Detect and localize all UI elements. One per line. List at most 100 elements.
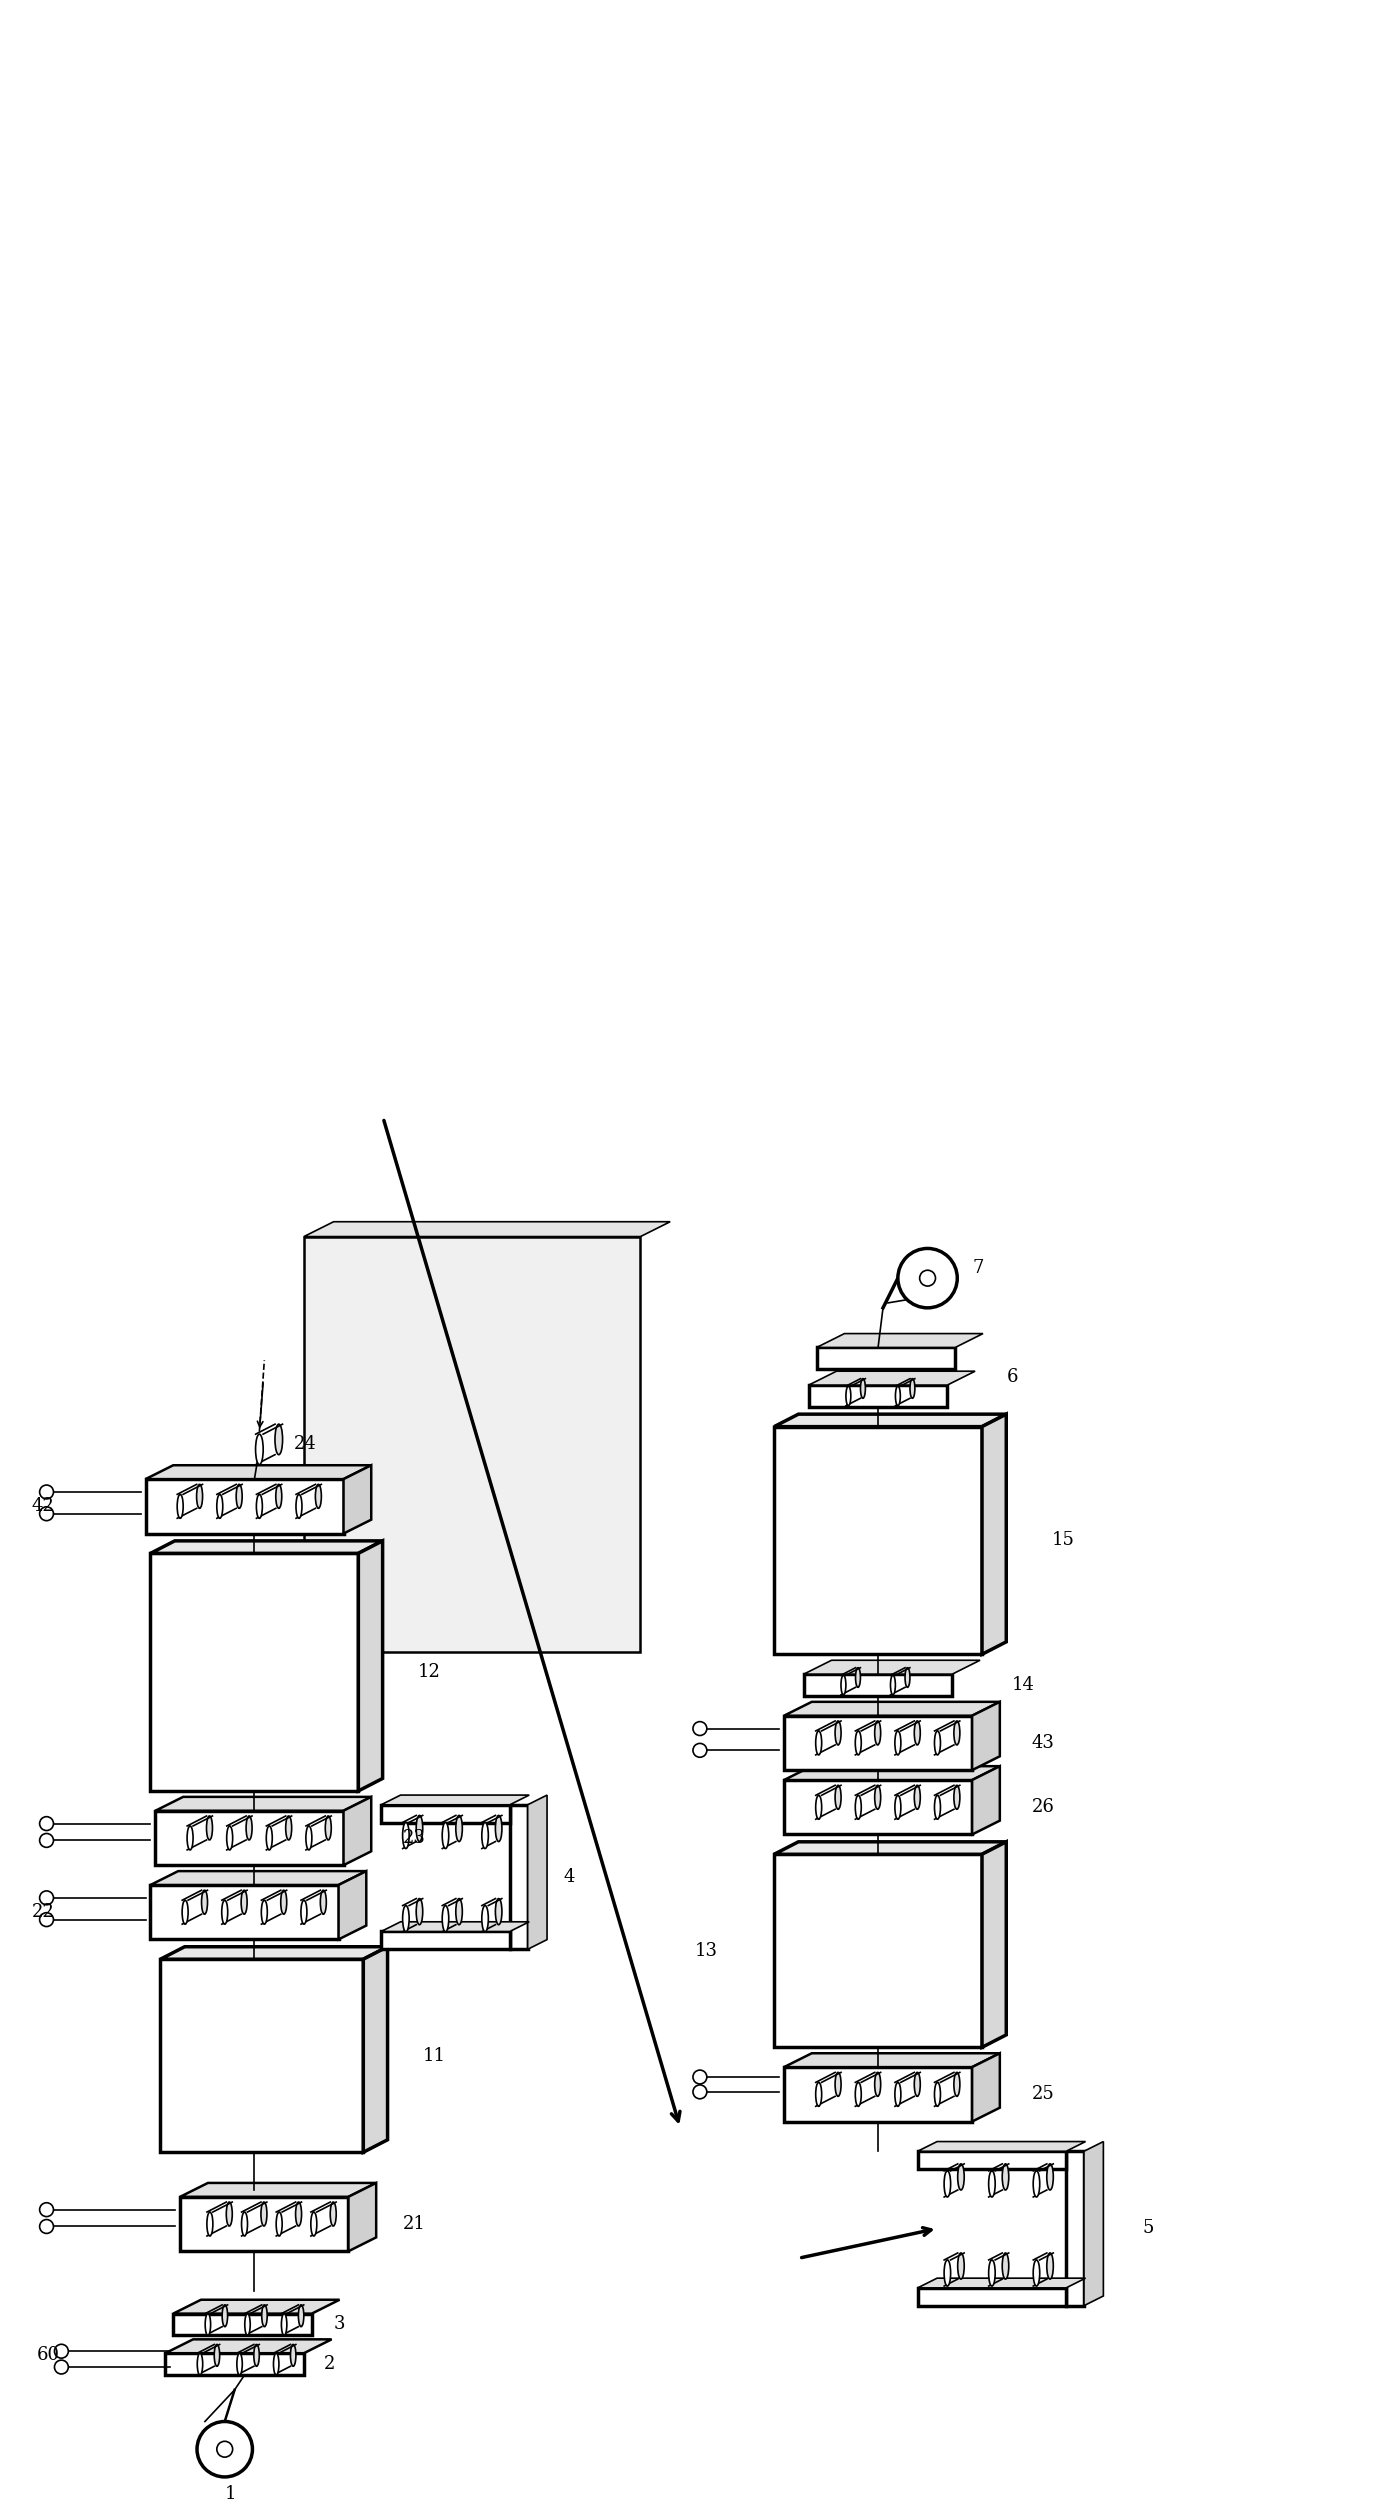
Polygon shape bbox=[774, 1427, 983, 1654]
Polygon shape bbox=[343, 1797, 371, 1865]
Ellipse shape bbox=[1047, 2253, 1053, 2278]
Ellipse shape bbox=[205, 2313, 211, 2336]
Ellipse shape bbox=[1002, 2165, 1009, 2190]
Circle shape bbox=[898, 1248, 958, 1309]
Circle shape bbox=[40, 2220, 54, 2233]
Polygon shape bbox=[150, 1885, 339, 1941]
Polygon shape bbox=[160, 1958, 364, 2152]
Circle shape bbox=[40, 2202, 54, 2217]
Ellipse shape bbox=[325, 1815, 331, 1840]
Ellipse shape bbox=[300, 1900, 307, 1923]
Ellipse shape bbox=[222, 1900, 227, 1923]
Ellipse shape bbox=[482, 1905, 488, 1931]
Ellipse shape bbox=[276, 2212, 282, 2235]
Ellipse shape bbox=[291, 2343, 296, 2366]
Ellipse shape bbox=[934, 2082, 940, 2107]
Polygon shape bbox=[918, 2288, 1067, 2306]
Ellipse shape bbox=[846, 1387, 850, 1404]
Ellipse shape bbox=[841, 1676, 846, 1694]
Ellipse shape bbox=[816, 1732, 821, 1754]
Ellipse shape bbox=[216, 1495, 223, 1518]
Ellipse shape bbox=[835, 1722, 841, 1744]
Polygon shape bbox=[150, 1870, 367, 1885]
Text: 4: 4 bbox=[564, 1868, 575, 1885]
Text: 14: 14 bbox=[1011, 1676, 1035, 1694]
Circle shape bbox=[693, 1722, 707, 1737]
Ellipse shape bbox=[402, 1822, 409, 1847]
Ellipse shape bbox=[276, 1485, 281, 1508]
Polygon shape bbox=[174, 2313, 311, 2336]
Ellipse shape bbox=[988, 2170, 995, 2197]
Ellipse shape bbox=[416, 1898, 423, 1926]
Polygon shape bbox=[343, 1465, 371, 1533]
Ellipse shape bbox=[860, 1379, 865, 1399]
Ellipse shape bbox=[954, 1722, 960, 1744]
Polygon shape bbox=[382, 1805, 510, 1822]
Ellipse shape bbox=[894, 1795, 901, 1820]
Circle shape bbox=[216, 2441, 233, 2457]
Ellipse shape bbox=[285, 1815, 292, 1840]
Text: 6: 6 bbox=[1007, 1369, 1018, 1387]
Ellipse shape bbox=[456, 1815, 463, 1842]
Ellipse shape bbox=[958, 2165, 965, 2190]
Ellipse shape bbox=[856, 1795, 861, 1820]
Polygon shape bbox=[918, 2278, 1086, 2288]
Ellipse shape bbox=[416, 1815, 423, 1842]
Polygon shape bbox=[918, 2142, 1086, 2152]
Ellipse shape bbox=[182, 1900, 189, 1923]
Circle shape bbox=[40, 1890, 54, 1905]
Polygon shape bbox=[364, 1946, 387, 2152]
Circle shape bbox=[40, 1817, 54, 1830]
Polygon shape bbox=[174, 2301, 339, 2313]
Ellipse shape bbox=[316, 1485, 321, 1508]
Polygon shape bbox=[784, 2066, 971, 2122]
Ellipse shape bbox=[226, 2202, 233, 2225]
Ellipse shape bbox=[890, 1676, 896, 1694]
Circle shape bbox=[919, 1271, 936, 1286]
Ellipse shape bbox=[201, 1890, 208, 1915]
Ellipse shape bbox=[442, 1822, 449, 1847]
Ellipse shape bbox=[311, 2212, 317, 2235]
Ellipse shape bbox=[909, 1379, 915, 1399]
Polygon shape bbox=[382, 1931, 510, 1948]
Polygon shape bbox=[809, 1372, 976, 1384]
Polygon shape bbox=[358, 1540, 383, 1792]
Ellipse shape bbox=[241, 2212, 248, 2235]
Polygon shape bbox=[181, 2197, 349, 2250]
Circle shape bbox=[197, 2421, 252, 2477]
Polygon shape bbox=[784, 1767, 1000, 1780]
Polygon shape bbox=[349, 2182, 376, 2250]
Ellipse shape bbox=[835, 2071, 841, 2097]
Ellipse shape bbox=[402, 1905, 409, 1931]
Ellipse shape bbox=[222, 2306, 227, 2326]
Polygon shape bbox=[971, 2054, 1000, 2122]
Ellipse shape bbox=[207, 1815, 212, 1840]
Circle shape bbox=[693, 2084, 707, 2099]
Text: 26: 26 bbox=[1032, 1797, 1054, 1817]
Ellipse shape bbox=[266, 1825, 273, 1850]
Ellipse shape bbox=[281, 2313, 287, 2336]
Ellipse shape bbox=[276, 1425, 282, 1455]
Circle shape bbox=[40, 1508, 54, 1520]
Text: 60: 60 bbox=[37, 2346, 59, 2363]
Polygon shape bbox=[971, 1767, 1000, 1835]
Polygon shape bbox=[165, 2353, 305, 2376]
Ellipse shape bbox=[178, 1495, 183, 1518]
Ellipse shape bbox=[856, 1732, 861, 1754]
Ellipse shape bbox=[247, 1815, 252, 1840]
Ellipse shape bbox=[856, 1669, 860, 1686]
Polygon shape bbox=[918, 2152, 1067, 2170]
Polygon shape bbox=[983, 1415, 1006, 1654]
Ellipse shape bbox=[295, 2202, 302, 2225]
Circle shape bbox=[40, 1485, 54, 1500]
Ellipse shape bbox=[254, 2343, 259, 2366]
Ellipse shape bbox=[262, 2306, 267, 2326]
Ellipse shape bbox=[299, 2306, 303, 2326]
Ellipse shape bbox=[1047, 2165, 1053, 2190]
Ellipse shape bbox=[988, 2260, 995, 2285]
Ellipse shape bbox=[227, 1825, 233, 1850]
Polygon shape bbox=[784, 1701, 1000, 1717]
Ellipse shape bbox=[856, 2082, 861, 2107]
Ellipse shape bbox=[197, 1485, 203, 1508]
Ellipse shape bbox=[816, 1795, 821, 1820]
